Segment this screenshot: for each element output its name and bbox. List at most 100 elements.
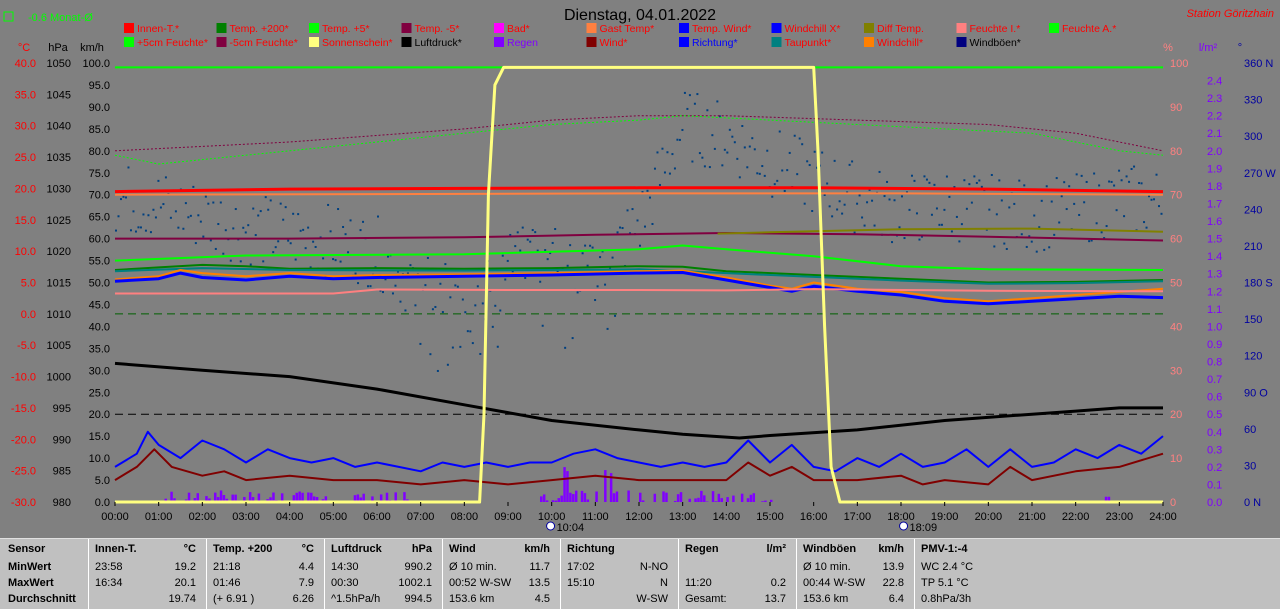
direction-dot bbox=[297, 213, 299, 215]
direction-dot bbox=[542, 325, 544, 327]
direction-dot bbox=[656, 151, 658, 153]
temp-tick-label: -10.0 bbox=[11, 372, 36, 384]
direction-dot bbox=[789, 152, 791, 154]
direction-dot bbox=[459, 346, 461, 348]
direction-dot bbox=[1078, 214, 1080, 216]
series-line bbox=[115, 289, 1163, 293]
temp-tick-label: 5.0 bbox=[21, 278, 36, 290]
direction-dot bbox=[447, 364, 449, 366]
stats-cell-label: 21:18 bbox=[213, 561, 241, 573]
direction-dot bbox=[681, 129, 683, 131]
direction-dot bbox=[928, 182, 930, 184]
stats-column-title: PMV-1:-4 bbox=[921, 543, 967, 555]
direction-dot bbox=[864, 225, 866, 227]
direction-dot bbox=[627, 209, 629, 211]
direction-dot bbox=[839, 200, 841, 202]
direction-dot bbox=[1061, 195, 1063, 197]
rain-bar bbox=[555, 501, 558, 502]
monthly-average-checkbox[interactable] bbox=[4, 12, 13, 21]
x-tick-label: 14:00 bbox=[713, 511, 741, 523]
direction-dot bbox=[916, 212, 918, 214]
monthly-average-toggle[interactable]: -0.6 Monat-Ø bbox=[4, 12, 93, 24]
direction-dot bbox=[312, 241, 314, 243]
stats-column-title: Regen bbox=[685, 543, 719, 555]
direction-dot bbox=[1096, 222, 1098, 224]
direction-dot bbox=[155, 216, 157, 218]
direction-dot bbox=[796, 173, 798, 175]
direction-dot bbox=[879, 171, 881, 173]
direction-dot bbox=[462, 299, 464, 301]
series-line bbox=[115, 449, 1163, 484]
direction-dot bbox=[145, 230, 147, 232]
stats-cell-value: 11.7 bbox=[529, 561, 550, 573]
stats-cell-value: 13.7 bbox=[765, 593, 786, 605]
stats-cell-label: 00:44 W-SW bbox=[803, 577, 865, 589]
series-line bbox=[115, 67, 1163, 502]
direction-dot bbox=[242, 227, 244, 229]
direction-dot bbox=[699, 152, 701, 154]
stats-cell-value: 19.74 bbox=[168, 593, 196, 605]
direction-dot bbox=[617, 231, 619, 233]
direction-dot bbox=[664, 171, 666, 173]
direction-dot bbox=[564, 347, 566, 349]
legend-label: Regen bbox=[507, 37, 538, 49]
x-tick-label: 17:00 bbox=[844, 511, 872, 523]
direction-dot bbox=[125, 196, 127, 198]
wind-tick-label: 80.0 bbox=[89, 146, 110, 158]
rain-tick-label: 1.6 bbox=[1207, 216, 1222, 228]
direction-dot bbox=[1051, 201, 1053, 203]
stats-cell-label: 01:46 bbox=[213, 577, 241, 589]
direction-dot bbox=[377, 216, 379, 218]
rain-bar bbox=[770, 500, 773, 502]
direction-dot bbox=[182, 228, 184, 230]
legend-item: Temp. Wind* bbox=[679, 23, 752, 35]
x-tick-label: 00:00 bbox=[101, 511, 129, 523]
direction-dot bbox=[659, 184, 661, 186]
direction-dot bbox=[619, 227, 621, 229]
rain-bar bbox=[639, 493, 642, 502]
temp-tick-label: 40.0 bbox=[15, 58, 36, 70]
legend-swatch bbox=[957, 23, 967, 33]
rain-bar bbox=[543, 494, 546, 502]
stats-column-title: Richtung bbox=[567, 543, 615, 555]
direction-dot bbox=[1133, 166, 1135, 168]
direction-dot bbox=[958, 240, 960, 242]
wind-tick-label: 65.0 bbox=[89, 212, 110, 224]
direction-dot bbox=[404, 309, 406, 311]
chart-title: Dienstag, 04.01.2022 bbox=[564, 7, 716, 24]
direction-dot bbox=[504, 278, 506, 280]
direction-dot bbox=[265, 196, 267, 198]
axis-title-kmh: km/h bbox=[80, 42, 104, 54]
direction-dot bbox=[996, 213, 998, 215]
direction-dot bbox=[1048, 246, 1050, 248]
rain-bar bbox=[575, 491, 578, 502]
direction-dot bbox=[794, 135, 796, 137]
wind-tick-label: 45.0 bbox=[89, 299, 110, 311]
x-tick-label: 04:00 bbox=[276, 511, 304, 523]
direction-dot bbox=[669, 173, 671, 175]
series-line bbox=[115, 270, 1163, 301]
stats-cell-label: 00:52 W-SW bbox=[449, 577, 511, 589]
direction-dot bbox=[240, 260, 242, 262]
direction-tick-label: 30 bbox=[1244, 460, 1256, 472]
direction-dot bbox=[841, 213, 843, 215]
direction-dot bbox=[132, 210, 134, 212]
rain-tick-label: 1.1 bbox=[1207, 304, 1222, 316]
direction-dot bbox=[1036, 251, 1038, 253]
direction-dot bbox=[307, 227, 309, 229]
direction-dot bbox=[731, 136, 733, 138]
sunset-icon bbox=[900, 522, 908, 530]
legend-label: Temp. -5* bbox=[415, 23, 460, 35]
x-tick-label: 13:00 bbox=[669, 511, 697, 523]
temp-tick-label: 15.0 bbox=[15, 215, 36, 227]
direction-tick-label: 90 O bbox=[1244, 387, 1268, 399]
stats-cell-value: 990.2 bbox=[404, 561, 432, 573]
direction-tick-label: 240 bbox=[1244, 204, 1262, 216]
rain-bar bbox=[563, 467, 566, 502]
rain-tick-label: 0.1 bbox=[1207, 479, 1222, 491]
direction-dot bbox=[1128, 181, 1130, 183]
direction-dot bbox=[1098, 184, 1100, 186]
direction-dot bbox=[464, 311, 466, 313]
legend-label: Temp. +5* bbox=[322, 23, 370, 35]
direction-dot bbox=[519, 249, 521, 251]
